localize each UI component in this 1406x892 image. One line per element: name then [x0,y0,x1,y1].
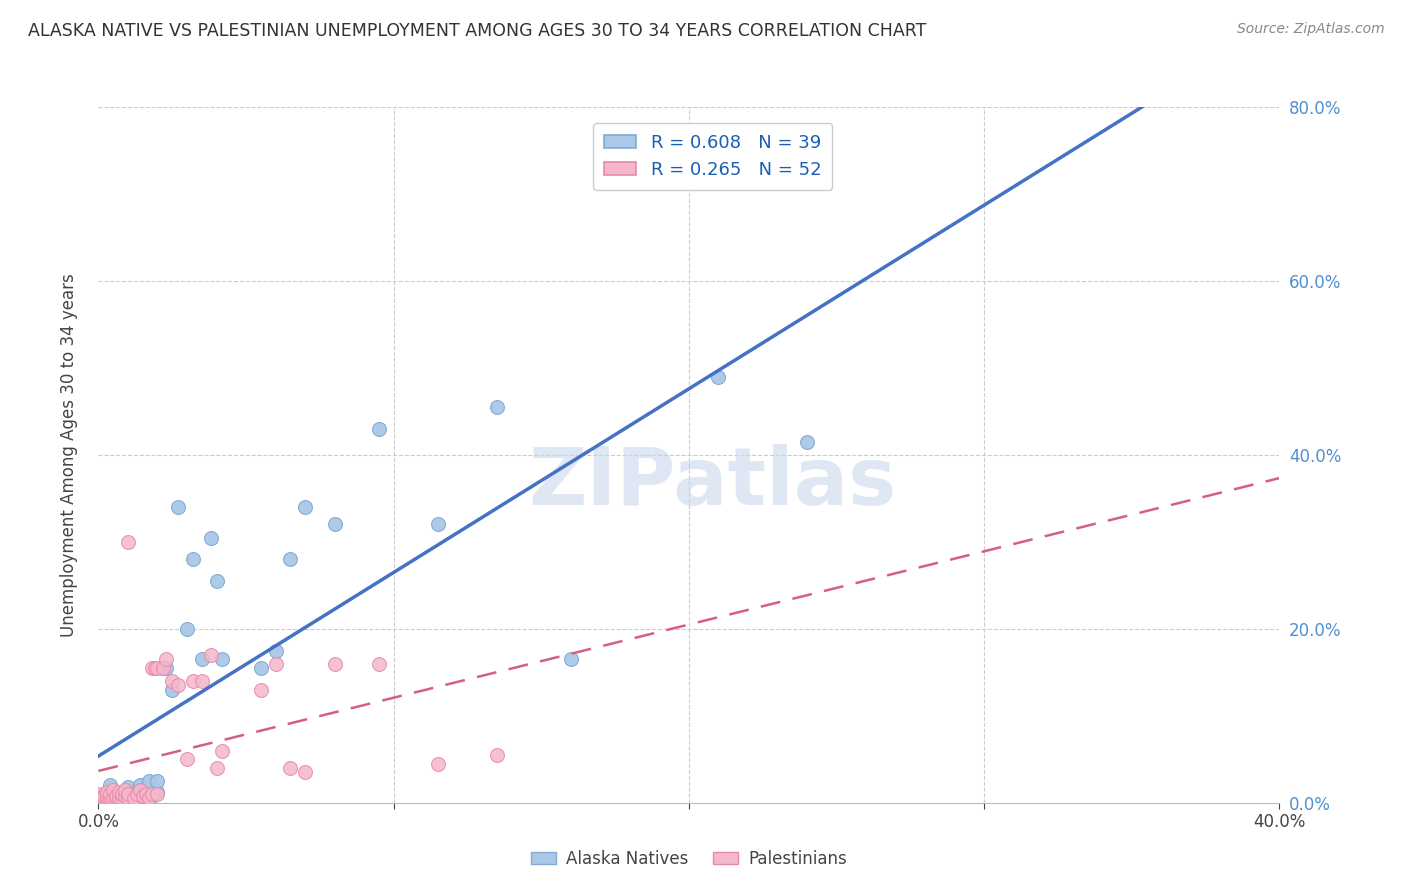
Point [181,552,204,566]
Point [294,500,316,514]
Point [98,778,121,792]
Point [135,782,157,797]
Point [117,791,139,805]
Point [117,787,139,801]
Point [162,682,183,697]
Point [114,789,136,803]
Point [93,791,115,805]
Point [98,791,121,805]
Point [141,787,163,801]
Point [90,791,112,805]
Point [162,674,183,689]
Point [98,787,121,801]
Point [264,657,287,671]
Point [114,782,136,797]
Point [278,552,302,566]
Point [143,661,166,675]
Point [211,652,233,666]
Point [93,787,115,801]
Point [155,652,177,666]
Point [135,787,157,801]
Point [205,761,228,775]
Point [141,661,163,675]
Point [191,674,214,689]
Point [155,661,177,675]
Point [108,791,131,805]
Point [250,661,273,675]
Point [117,780,139,794]
Point [93,789,115,803]
Point [796,434,818,449]
Point [125,787,148,801]
Point [200,648,222,662]
Point [250,682,273,697]
Point [560,652,582,666]
Point [105,789,128,803]
Point [141,789,163,803]
Point [323,657,346,671]
Point [264,643,287,657]
Point [114,791,136,805]
Point [278,761,302,775]
Point [87,787,110,801]
Text: Source: ZipAtlas.com: Source: ZipAtlas.com [1237,22,1385,37]
Point [427,756,450,771]
Point [211,744,233,758]
Point [167,500,190,514]
Point [132,789,155,803]
Point [103,791,125,805]
Point [368,657,391,671]
Point [181,674,204,689]
Point [103,791,125,805]
Point [138,791,160,805]
Point [96,791,118,805]
Text: ZIPatlas: ZIPatlas [529,443,897,522]
Point [117,785,139,799]
Point [105,791,128,805]
Point [122,791,145,805]
Point [191,652,214,666]
Point [176,622,198,636]
Y-axis label: Unemployment Among Ages 30 to 34 years: Unemployment Among Ages 30 to 34 years [59,273,77,637]
Point [294,765,316,780]
Point [103,782,125,797]
Point [368,422,391,436]
Point [125,785,148,799]
Point [87,791,110,805]
Text: ALASKA NATIVE VS PALESTINIAN UNEMPLOYMENT AMONG AGES 30 TO 34 YEARS CORRELATION : ALASKA NATIVE VS PALESTINIAN UNEMPLOYMEN… [28,22,927,40]
Point [111,791,134,805]
Point [146,661,169,675]
Point [486,747,509,762]
Point [146,787,169,801]
Point [117,791,139,805]
Point [176,752,198,766]
Point [111,787,134,801]
Point [138,774,160,789]
Point [707,369,730,384]
Point [96,785,118,799]
Point [167,678,190,692]
Point [128,782,150,797]
Point [108,785,131,799]
Point [128,778,150,792]
Point [117,534,139,549]
Point [486,400,509,414]
Legend: Alaska Natives, Palestinians: Alaska Natives, Palestinians [524,843,853,874]
Point [152,661,174,675]
Point [205,574,228,588]
Point [323,517,346,532]
Point [111,787,134,801]
Point [96,789,118,803]
Point [146,774,169,789]
Point [146,785,169,799]
Point [132,789,155,803]
Point [122,791,145,805]
Point [427,517,450,532]
Point [152,661,174,675]
Point [200,531,222,545]
Point [108,791,131,805]
